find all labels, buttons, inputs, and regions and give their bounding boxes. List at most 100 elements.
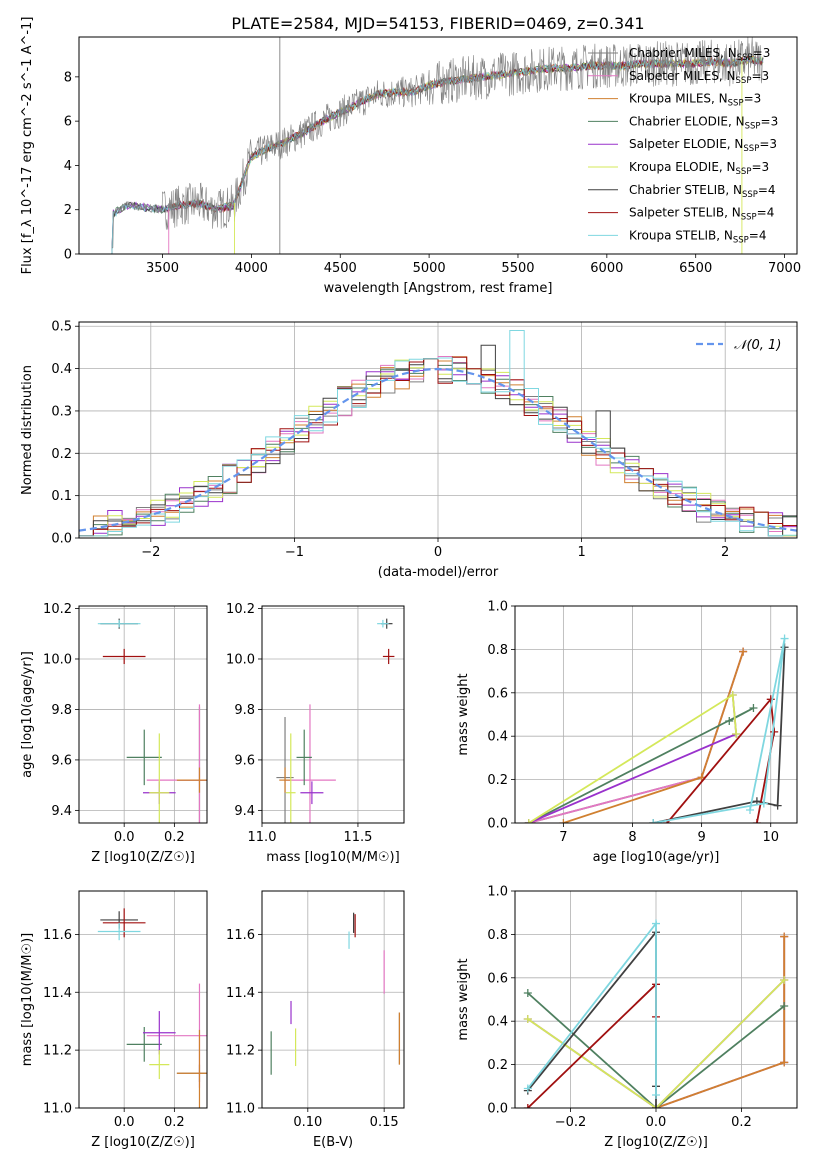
legend-entry: Chabrier ELODIE, NSSP=3 — [629, 114, 778, 131]
y-axis-label: Flux [f_λ 10^-17 erg cm^-2 s^-1 A^-1] — [20, 17, 35, 275]
weight-marker — [780, 1058, 789, 1067]
mass_vs_ebv-plot-area — [270, 912, 401, 1075]
legend-entry: Salpeter STELIB, NSSP=4 — [629, 206, 774, 223]
weight-marker — [752, 819, 761, 823]
weight-marker — [780, 1002, 789, 1011]
axes-frame — [514, 890, 798, 1109]
weight-marker — [773, 801, 782, 810]
weight-line — [527, 992, 785, 1108]
axes-frame — [78, 605, 208, 824]
y-tick-label: 0.0 — [51, 532, 72, 547]
weight-line — [527, 982, 657, 1108]
y-tick-label: 0 — [64, 248, 72, 263]
weight_vs_Z-plot-area — [523, 919, 789, 1108]
weight-marker — [652, 1090, 660, 1099]
y-tick-label: 4 — [64, 159, 72, 174]
plots-layer: 3500 4000 4500 5000 5500 6000 6500 7000 0 2 4 6 8 wav… — [20, 17, 801, 1150]
y-tick-label: 0.6 — [487, 971, 508, 986]
y-axis-label: age [log10(age/yr)] — [20, 651, 35, 778]
y-tick-label: 9.4 — [51, 804, 72, 819]
x-tick-label: 0.0 — [114, 830, 135, 845]
panel-age_vs_Z: 0.0 0.2 9.4 9.6 9.8 10.0 10.2 Z [log10(Z/Z☉)] ag… — [20, 602, 208, 865]
x-tick-label: 0.0 — [114, 1115, 135, 1130]
weight-marker — [523, 1104, 532, 1108]
x-axis-label: Z [log10(Z/Z☉)] — [91, 1135, 195, 1150]
weight-marker — [780, 975, 789, 984]
panel-spectrum: 3500 4000 4500 5000 5500 6000 6500 7000 0 2 4 6 8 wav… — [20, 17, 801, 296]
y-tick-label: 0.0 — [487, 1102, 508, 1117]
weight-line — [527, 979, 785, 1108]
y-tick-label: 9.8 — [234, 703, 255, 718]
weight-line — [528, 651, 744, 823]
x-tick-label: 9 — [697, 830, 705, 845]
x-axis-label: age [log10(age/yr)] — [593, 850, 720, 865]
y-tick-label: 0.0 — [487, 817, 508, 832]
weight_vs_age-plot-area — [524, 634, 789, 823]
weight-marker — [523, 988, 532, 997]
y-tick-label: 1.0 — [487, 885, 508, 900]
weight-line — [653, 638, 786, 823]
x-axis-label: wavelength [Angstrom, rest frame] — [324, 281, 553, 296]
y-tick-label: 1.0 — [487, 600, 508, 615]
y-tick-label: 0.2 — [487, 1058, 508, 1073]
x-tick-label: 11.5 — [343, 830, 372, 845]
y-tick-label: 10.2 — [226, 602, 255, 617]
figure-title: PLATE=2584, MJD=54153, FIBERID=0469, z=0… — [231, 14, 644, 33]
weight-line — [528, 651, 744, 823]
legend-entry: Chabrier STELIB, NSSP=4 — [629, 183, 776, 200]
x-tick-label: 5500 — [501, 261, 534, 276]
weight-marker — [780, 932, 789, 941]
histogram-steps — [79, 330, 797, 537]
y-axis-label: mass weight — [456, 958, 471, 1040]
legend-entry: Kroupa STELIB, NSSP=4 — [629, 228, 767, 245]
weight-marker — [759, 799, 768, 808]
weight-marker — [728, 690, 737, 699]
y-tick-label: 11.0 — [43, 1102, 72, 1117]
weight-marker — [523, 1084, 532, 1093]
weight-marker — [652, 919, 660, 928]
x-axis-label: Z [log10(Z/Z☉)] — [604, 1135, 708, 1150]
axes-frame — [261, 605, 405, 824]
y-tick-label: 9.8 — [51, 703, 72, 718]
x-tick-label: −2 — [141, 545, 160, 560]
x-tick-label: 4500 — [324, 261, 357, 276]
weight-marker — [780, 634, 789, 643]
y-tick-label: 9.4 — [234, 804, 255, 819]
spectrum-plot-area — [111, 37, 764, 254]
weight-line — [527, 929, 657, 1108]
x-tick-label: 3500 — [146, 261, 179, 276]
legend-entry: Chabrier MILES, NSSP=3 — [629, 46, 770, 63]
panel-mass_vs_ebv: 0.10 0.15 11.0 11.2 11.4 11.6 E(B-V) — [226, 890, 405, 1150]
y-tick-label: 9.6 — [234, 753, 255, 768]
weight-marker — [559, 819, 568, 823]
y-tick-label: 0.4 — [487, 730, 508, 745]
y-tick-label: 10.2 — [43, 602, 72, 617]
weight-marker — [523, 1015, 532, 1024]
y-axis-label: Normed distribution — [20, 365, 35, 495]
y-tick-label: 11.4 — [226, 986, 255, 1001]
x-tick-label: 6500 — [679, 261, 712, 276]
weight-marker — [770, 727, 779, 736]
mass_vs_Z-plot-area — [97, 908, 207, 1108]
y-tick-label: 0.4 — [487, 1015, 508, 1030]
x-axis-label: Z [log10(Z/Z☉)] — [91, 850, 195, 865]
histogram-steps — [79, 356, 797, 537]
weight-line — [528, 707, 754, 823]
y-tick-label: 2 — [64, 203, 72, 218]
x-tick-label: 0.2 — [164, 1115, 185, 1130]
axes-frame — [514, 605, 798, 824]
x-tick-label: 6000 — [590, 261, 623, 276]
x-tick-label: 7000 — [768, 261, 801, 276]
x-tick-label: 1 — [577, 545, 585, 560]
y-tick-label: 0.2 — [487, 773, 508, 788]
x-tick-label: 0.0 — [646, 1115, 667, 1130]
legend-entry: Kroupa MILES, NSSP=3 — [629, 92, 761, 109]
x-tick-label: 10 — [762, 830, 779, 845]
x-tick-label: −0.2 — [555, 1115, 587, 1130]
weight-marker — [732, 730, 741, 739]
weight-marker — [524, 819, 533, 823]
y-tick-label: 9.6 — [51, 753, 72, 768]
y-tick-label: 11.0 — [226, 1102, 255, 1117]
axes-frame — [261, 890, 405, 1109]
x-tick-label: 2 — [721, 545, 729, 560]
